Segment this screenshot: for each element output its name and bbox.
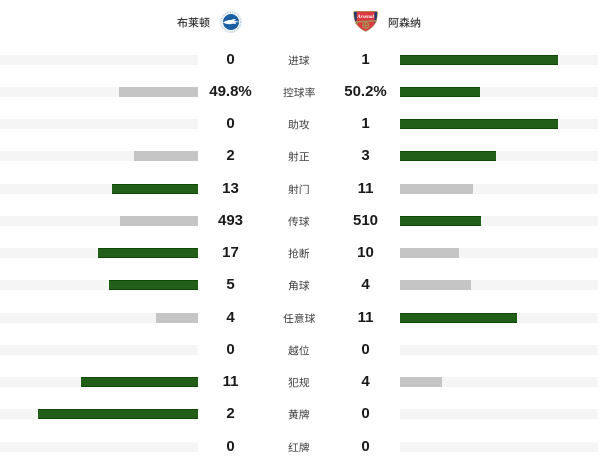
svg-text:Arsenal: Arsenal bbox=[356, 14, 374, 20]
